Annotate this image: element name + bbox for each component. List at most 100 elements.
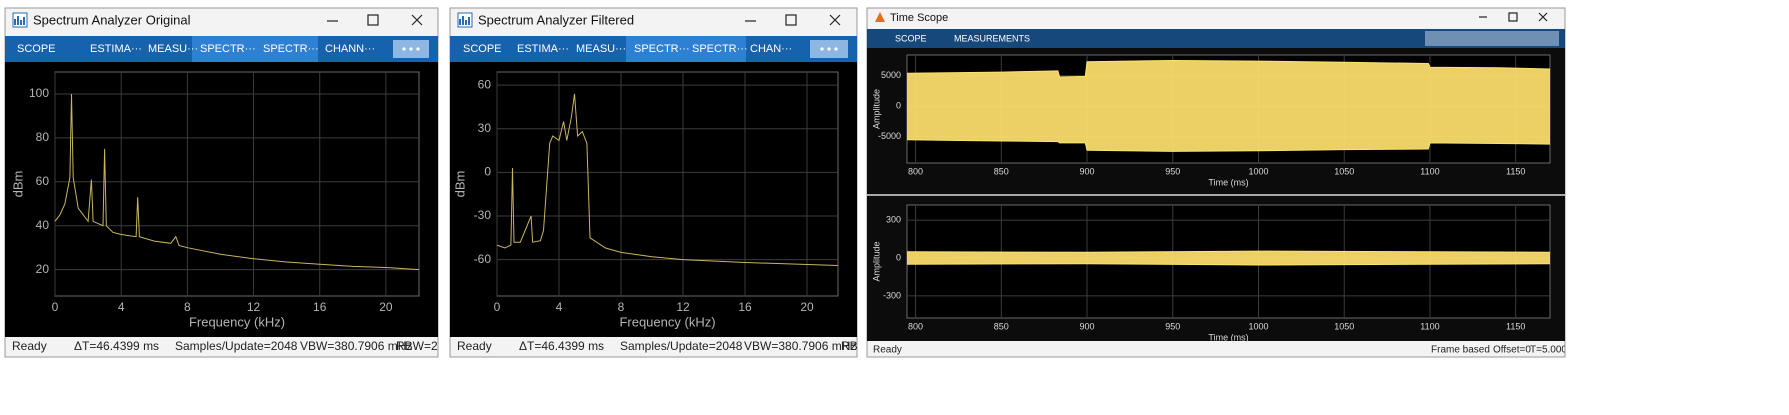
x-tick-label: 20: [379, 300, 393, 314]
status-text: RBW=21: [396, 339, 445, 353]
x-tick-label: 1100: [1420, 166, 1439, 176]
x-tick-label: 1100: [1420, 321, 1439, 331]
window-title: Spectrum Analyzer Filtered: [478, 12, 634, 27]
y-tick-label: 40: [36, 218, 50, 232]
x-tick-label: 950: [1165, 166, 1180, 176]
x-axis-label: Time (ms): [1208, 177, 1248, 187]
y-tick-label: 0: [896, 252, 901, 262]
x-tick-label: 16: [738, 300, 752, 314]
y-tick-label: -60: [474, 252, 492, 266]
status-text: Samples/Update=2048: [620, 339, 743, 353]
y-tick-label: 300: [886, 215, 901, 225]
x-tick-label: 850: [994, 321, 1009, 331]
signal-band: [907, 60, 1550, 152]
window: Time Scope SCOPE MEASUREMENTS Ready Frame ba…: [873, 12, 1573, 356]
signal-envelope: [906, 139, 1551, 152]
x-tick-label: 950: [1165, 321, 1180, 331]
y-tick-label: 0: [484, 165, 491, 179]
window: Spectrum Analyzer Original SCOPE ESTIMA···…: [12, 12, 445, 353]
toolbar-tab[interactable]: MEASUREMENTS: [954, 33, 1030, 43]
y-tick-label: -30: [474, 208, 492, 222]
toolbar-tab[interactable]: SCOPE: [895, 33, 927, 43]
x-tick-label: 12: [247, 300, 261, 314]
status-text: ΔT=46.4399 ms: [519, 339, 604, 353]
x-tick-label: 1000: [1248, 321, 1268, 331]
y-tick-label: 30: [478, 121, 492, 135]
status-text: Ready: [12, 339, 47, 353]
x-tick-label: 1150: [1506, 321, 1525, 331]
x-axis-label: Frequency (kHz): [189, 314, 285, 329]
y-axis-label: dBm: [10, 171, 25, 198]
status-text: Frame based: [1431, 345, 1490, 356]
chart: 0 4 8 12 16 20 20 40 60 80 100 Frequency (kHz) dBm: [10, 71, 420, 329]
toolbar-tab[interactable]: CHANN···: [325, 43, 375, 55]
status-text: Offset=0: [1493, 345, 1531, 356]
x-axis-label: Frequency (kHz): [619, 314, 715, 329]
spectrum-line: [54, 93, 420, 271]
status-text: VBW=380.7906 mHz: [300, 339, 412, 353]
x-tick-label: 16: [313, 300, 327, 314]
toolbar-tab[interactable]: ESTIMA···: [90, 43, 142, 55]
x-tick-label: 1150: [1506, 166, 1525, 176]
x-tick-label: 900: [1080, 166, 1095, 176]
status-text: VBW=380.7906 mHz: [744, 339, 856, 353]
chart: 800 850 900 950 1000 1050 1100 1150 -300 0 300 Time…: [871, 204, 1551, 342]
signal-band: [907, 251, 1550, 265]
toolbar-tab[interactable]: SCOPE: [17, 43, 56, 55]
status-text: Ready: [457, 339, 492, 353]
toolbar-tab[interactable]: ESTIMA···: [517, 43, 569, 55]
x-tick-label: 8: [618, 300, 625, 314]
status-text: T=5.0000: [1530, 345, 1573, 356]
toolbar-tab[interactable]: SPECTR···: [263, 43, 319, 55]
status-text: Samples/Update=2048: [175, 339, 298, 353]
spectrum-line: [496, 93, 839, 266]
signal-envelope: [906, 263, 1551, 266]
x-tick-label: 0: [52, 300, 59, 314]
x-axis-label: Time (ms): [1208, 332, 1248, 342]
toolbar-tab[interactable]: SPECTR···: [200, 43, 256, 55]
x-tick-label: 12: [676, 300, 690, 314]
y-tick-label: 5000: [881, 70, 901, 80]
y-axis-label: Amplitude: [871, 241, 881, 281]
y-axis-label: Amplitude: [871, 89, 881, 129]
x-tick-label: 8: [184, 300, 191, 314]
x-tick-label: 800: [908, 166, 923, 176]
signal-envelope: [906, 59, 1551, 78]
y-tick-label: -300: [883, 290, 901, 300]
toolbar-tab[interactable]: MEASU···: [576, 43, 626, 55]
x-tick-label: 800: [908, 321, 923, 331]
toolbar-tab[interactable]: MEASU···: [148, 43, 198, 55]
chart: 0 4 8 12 16 20 -60 -30 0 30 60 Frequency (kHz) dBm: [452, 71, 839, 329]
y-tick-label: 0: [896, 101, 901, 111]
window-title: Time Scope: [890, 12, 948, 24]
y-tick-label: 100: [29, 86, 49, 100]
x-tick-label: 4: [118, 300, 125, 314]
toolbar-tab[interactable]: CHAN···: [750, 43, 792, 55]
y-tick-label: 60: [478, 77, 492, 91]
y-tick-label: -5000: [878, 131, 901, 141]
toolbar-tab[interactable]: SPECTR···: [692, 43, 748, 55]
x-tick-label: 1000: [1248, 166, 1268, 176]
x-tick-label: 850: [994, 166, 1009, 176]
y-tick-label: 60: [36, 174, 50, 188]
window-title: Spectrum Analyzer Original: [33, 12, 191, 27]
chart: 800 850 900 950 1000 1050 1100 1150 -5000 0 5000 Ti…: [871, 54, 1551, 187]
signal-envelope: [906, 250, 1551, 253]
x-tick-label: 1050: [1334, 166, 1354, 176]
y-tick-label: 20: [36, 262, 50, 276]
plot-area: [496, 71, 839, 297]
x-tick-label: 4: [556, 300, 563, 314]
status-text: Ready: [873, 345, 902, 356]
toolbar-tab[interactable]: SCOPE: [463, 43, 502, 55]
x-tick-label: 20: [800, 300, 814, 314]
window-controls[interactable]: [327, 12, 1548, 26]
plot-area: [54, 71, 420, 297]
y-axis-label: dBm: [452, 171, 467, 198]
status-text: ΔT=46.4399 ms: [74, 339, 159, 353]
toolbar-tab[interactable]: SPECTR···: [634, 43, 690, 55]
x-tick-label: 900: [1080, 321, 1095, 331]
x-tick-label: 1050: [1334, 321, 1354, 331]
x-tick-label: 0: [494, 300, 501, 314]
y-tick-label: 80: [36, 130, 50, 144]
